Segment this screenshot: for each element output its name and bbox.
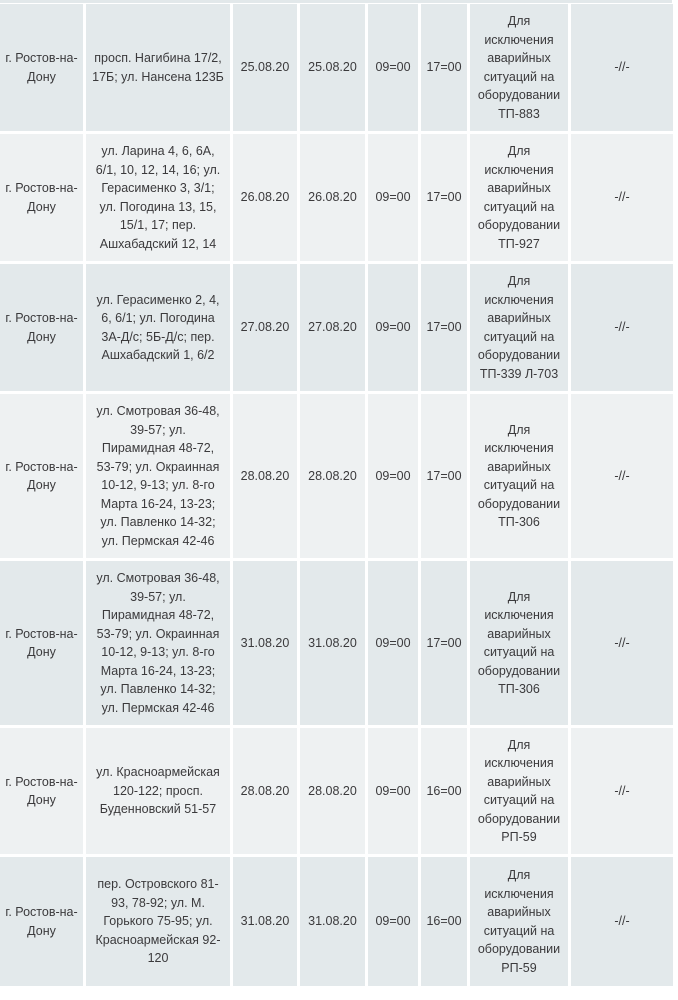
city-cell: г. Ростов-на-Дону: [0, 394, 83, 558]
time-start-cell: 09=00: [368, 264, 418, 391]
spacer: [676, 134, 678, 261]
reason-cell: Для исключения аварийных ситуаций на обо…: [470, 264, 568, 391]
address-cell: пер. Островского 81-93, 78-92; ул. М. Го…: [86, 857, 230, 986]
date-end-cell: 28.08.20: [300, 728, 365, 854]
date-start-cell: 31.08.20: [233, 561, 297, 725]
note-cell: -//-: [571, 4, 673, 131]
reason-cell: Для исключения аварийных ситуаций на обо…: [470, 134, 568, 261]
reason-cell: Для исключения аварийных ситуаций на обо…: [470, 4, 568, 131]
time-end-cell: 17=00: [421, 4, 467, 131]
spacer: [676, 857, 678, 986]
reason-cell: Для исключения аварийных ситуаций на обо…: [470, 728, 568, 854]
address-cell: ул. Смотровая 36-48, 39-57; ул. Пирамидн…: [86, 561, 230, 725]
date-start-cell: 28.08.20: [233, 394, 297, 558]
reason-cell: Для исключения аварийных ситуаций на обо…: [470, 394, 568, 558]
table-row: г. Ростов-на-Дону просп. Нагибина 17/2, …: [0, 4, 678, 131]
table-row: г. Ростов-на-Дону ул. Герасименко 2, 4, …: [0, 264, 678, 391]
date-end-cell: 26.08.20: [300, 134, 365, 261]
date-end-cell: 28.08.20: [300, 394, 365, 558]
address-cell: ул. Герасименко 2, 4, 6, 6/1; ул. Погоди…: [86, 264, 230, 391]
time-start-cell: 09=00: [368, 134, 418, 261]
table-row: г. Ростов-на-Дону ул. Смотровая 36-48, 3…: [0, 394, 678, 558]
time-end-cell: 16=00: [421, 857, 467, 986]
time-start-cell: 09=00: [368, 728, 418, 854]
city-cell: г. Ростов-на-Дону: [0, 857, 83, 986]
time-end-cell: 16=00: [421, 728, 467, 854]
spacer: [676, 264, 678, 391]
time-start-cell: 09=00: [368, 561, 418, 725]
date-end-cell: 25.08.20: [300, 4, 365, 131]
reason-cell: Для исключения аварийных ситуаций на обо…: [470, 561, 568, 725]
time-end-cell: 17=00: [421, 264, 467, 391]
city-cell: г. Ростов-на-Дону: [0, 134, 83, 261]
date-end-cell: 31.08.20: [300, 857, 365, 986]
spacer: [676, 728, 678, 854]
note-cell: -//-: [571, 728, 673, 854]
time-start-cell: 09=00: [368, 394, 418, 558]
table-row: г. Ростов-на-Дону ул. Ларина 4, 6, 6А, 6…: [0, 134, 678, 261]
spacer: [676, 4, 678, 131]
spacer: [676, 394, 678, 558]
date-start-cell: 25.08.20: [233, 4, 297, 131]
date-start-cell: 31.08.20: [233, 857, 297, 986]
time-end-cell: 17=00: [421, 561, 467, 725]
city-cell: г. Ростов-на-Дону: [0, 561, 83, 725]
date-start-cell: 26.08.20: [233, 134, 297, 261]
city-cell: г. Ростов-на-Дону: [0, 4, 83, 131]
address-cell: ул. Ларина 4, 6, 6А, 6/1, 10, 12, 14, 16…: [86, 134, 230, 261]
date-end-cell: 31.08.20: [300, 561, 365, 725]
city-cell: г. Ростов-на-Дону: [0, 728, 83, 854]
date-start-cell: 28.08.20: [233, 728, 297, 854]
table-row: г. Ростов-на-Дону пер. Островского 81-93…: [0, 857, 678, 986]
address-cell: ул. Красноармейская 120-122; просп. Буде…: [86, 728, 230, 854]
note-cell: -//-: [571, 394, 673, 558]
reason-cell: Для исключения аварийных ситуаций на обо…: [470, 857, 568, 986]
address-cell: ул. Смотровая 36-48, 39-57; ул. Пирамидн…: [86, 394, 230, 558]
table-top-edge: [0, 0, 672, 3]
note-cell: -//-: [571, 561, 673, 725]
note-cell: -//-: [571, 264, 673, 391]
time-start-cell: 09=00: [368, 4, 418, 131]
time-start-cell: 09=00: [368, 857, 418, 986]
time-end-cell: 17=00: [421, 134, 467, 261]
note-cell: -//-: [571, 134, 673, 261]
note-cell: -//-: [571, 857, 673, 986]
date-end-cell: 27.08.20: [300, 264, 365, 391]
time-end-cell: 17=00: [421, 394, 467, 558]
spacer: [676, 561, 678, 725]
table-row: г. Ростов-на-Дону ул. Красноармейская 12…: [0, 728, 678, 854]
table-row: г. Ростов-на-Дону ул. Смотровая 36-48, 3…: [0, 561, 678, 725]
city-cell: г. Ростов-на-Дону: [0, 264, 83, 391]
date-start-cell: 27.08.20: [233, 264, 297, 391]
address-cell: просп. Нагибина 17/2, 17Б; ул. Нансена 1…: [86, 4, 230, 131]
